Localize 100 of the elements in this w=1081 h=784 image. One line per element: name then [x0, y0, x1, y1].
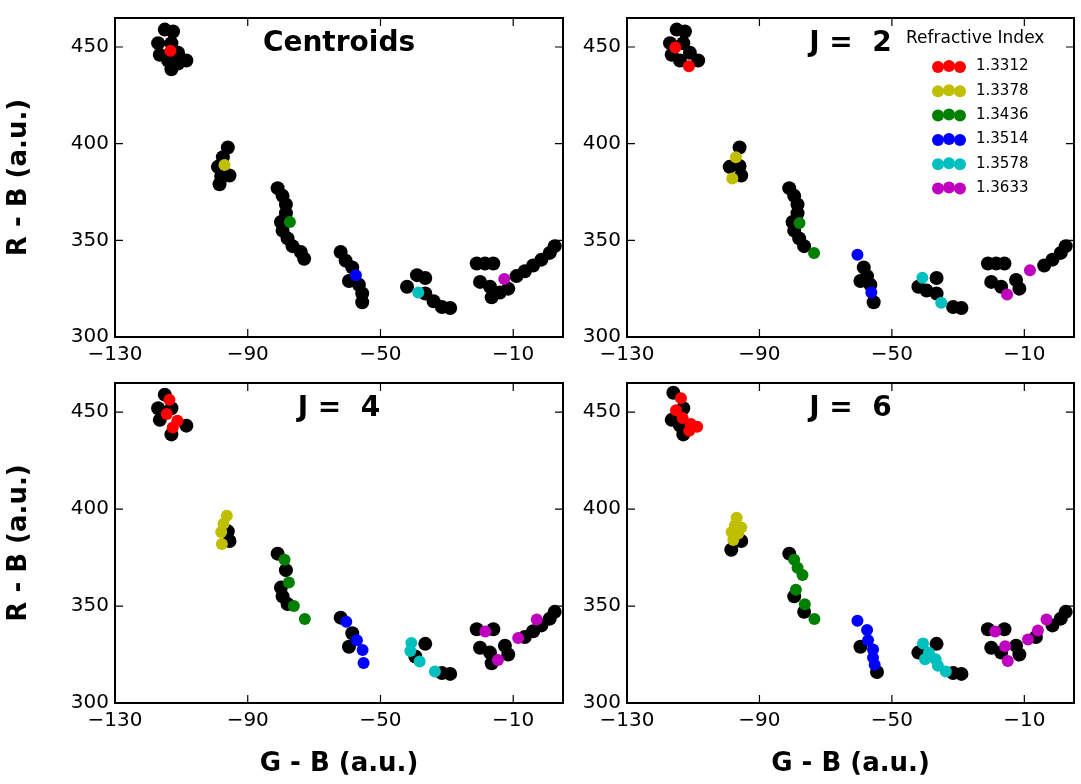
point [282, 576, 295, 589]
point [340, 615, 353, 628]
point [1001, 654, 1014, 667]
point [412, 286, 425, 299]
point [163, 393, 176, 406]
point [1023, 264, 1036, 277]
point [166, 421, 179, 434]
legend-label: 1.3312 [976, 56, 1029, 75]
y-tick-label: 400 [70, 129, 109, 154]
x-axis-title: G - B (a.u.) [259, 747, 419, 778]
y-axis-title: R - B (a.u.) [2, 464, 33, 622]
x-tick-label: −10 [1003, 707, 1046, 732]
point [797, 239, 812, 254]
point [916, 271, 929, 284]
y-tick-label: 350 [582, 226, 621, 251]
point [215, 537, 228, 550]
y-tick-label: 400 [582, 495, 621, 520]
point [789, 583, 802, 596]
point [218, 158, 231, 171]
point [350, 634, 363, 647]
point [954, 666, 969, 681]
x-tick-label: −50 [870, 341, 913, 366]
chart-title: J = 2 [807, 25, 892, 59]
point [929, 636, 944, 651]
x-tick-label: −50 [870, 707, 913, 732]
point [1001, 288, 1014, 301]
point [1058, 604, 1073, 619]
point [212, 177, 227, 192]
point [669, 41, 682, 54]
x-axis-title: G - B (a.u.) [771, 747, 930, 778]
y-tick-label: 400 [70, 495, 109, 520]
x-tick-label: −90 [226, 341, 269, 366]
point [935, 296, 948, 309]
x-tick-label: −10 [492, 707, 535, 732]
point [547, 604, 562, 619]
point [530, 613, 543, 626]
point [491, 653, 504, 666]
point [670, 404, 682, 417]
x-tick-label: −50 [359, 341, 402, 366]
point [999, 640, 1012, 653]
y-tick-label: 350 [70, 226, 109, 251]
point [682, 60, 695, 73]
point [861, 623, 874, 636]
point [341, 639, 356, 654]
point [984, 274, 999, 289]
y-tick-label: 400 [582, 129, 621, 154]
x-tick-label: −130 [87, 341, 143, 366]
point [1009, 638, 1024, 653]
point [283, 215, 296, 228]
x-tick-label: −90 [738, 707, 781, 732]
point [796, 569, 809, 581]
point [989, 625, 1002, 638]
point [501, 281, 516, 296]
point [356, 644, 369, 657]
point [479, 625, 492, 638]
y-tick-label: 350 [582, 592, 621, 617]
point [1009, 272, 1024, 287]
legend-label: 1.3514 [976, 129, 1029, 148]
point [349, 269, 362, 282]
point [793, 216, 806, 229]
point [357, 657, 370, 670]
point [929, 271, 944, 286]
legend-label: 1.3436 [976, 104, 1029, 123]
point [164, 44, 177, 57]
chart-title: Centroids [262, 25, 416, 59]
y-axis-title: R - B (a.u.) [2, 98, 33, 257]
point [428, 665, 441, 678]
point [418, 636, 433, 651]
point [917, 637, 930, 650]
x-tick-label: −130 [87, 707, 143, 732]
legend-label: 1.3578 [976, 153, 1029, 172]
legend-title: Refractive Index [906, 26, 1045, 47]
point [413, 655, 426, 668]
point [547, 239, 562, 254]
point [355, 295, 370, 310]
x-tick-label: −10 [1003, 341, 1046, 366]
y-tick-label: 450 [582, 33, 621, 58]
point [1031, 624, 1044, 637]
point [418, 271, 433, 286]
point [954, 301, 969, 315]
point [160, 408, 173, 421]
chart-title: J = 6 [807, 390, 892, 424]
y-tick-label: 450 [70, 33, 109, 58]
x-tick-label: −10 [492, 341, 535, 366]
point [166, 24, 181, 39]
legend-label: 1.3633 [976, 177, 1029, 196]
point [400, 279, 415, 294]
point [498, 273, 511, 285]
x-tick-label: −130 [599, 707, 655, 732]
point [484, 290, 499, 305]
point [287, 600, 300, 613]
point [682, 45, 697, 60]
point [865, 286, 878, 299]
point [729, 151, 742, 164]
x-tick-label: −50 [359, 707, 402, 732]
point [497, 638, 512, 653]
point [798, 598, 811, 611]
point [851, 248, 864, 261]
point [674, 392, 687, 405]
point [862, 634, 875, 647]
